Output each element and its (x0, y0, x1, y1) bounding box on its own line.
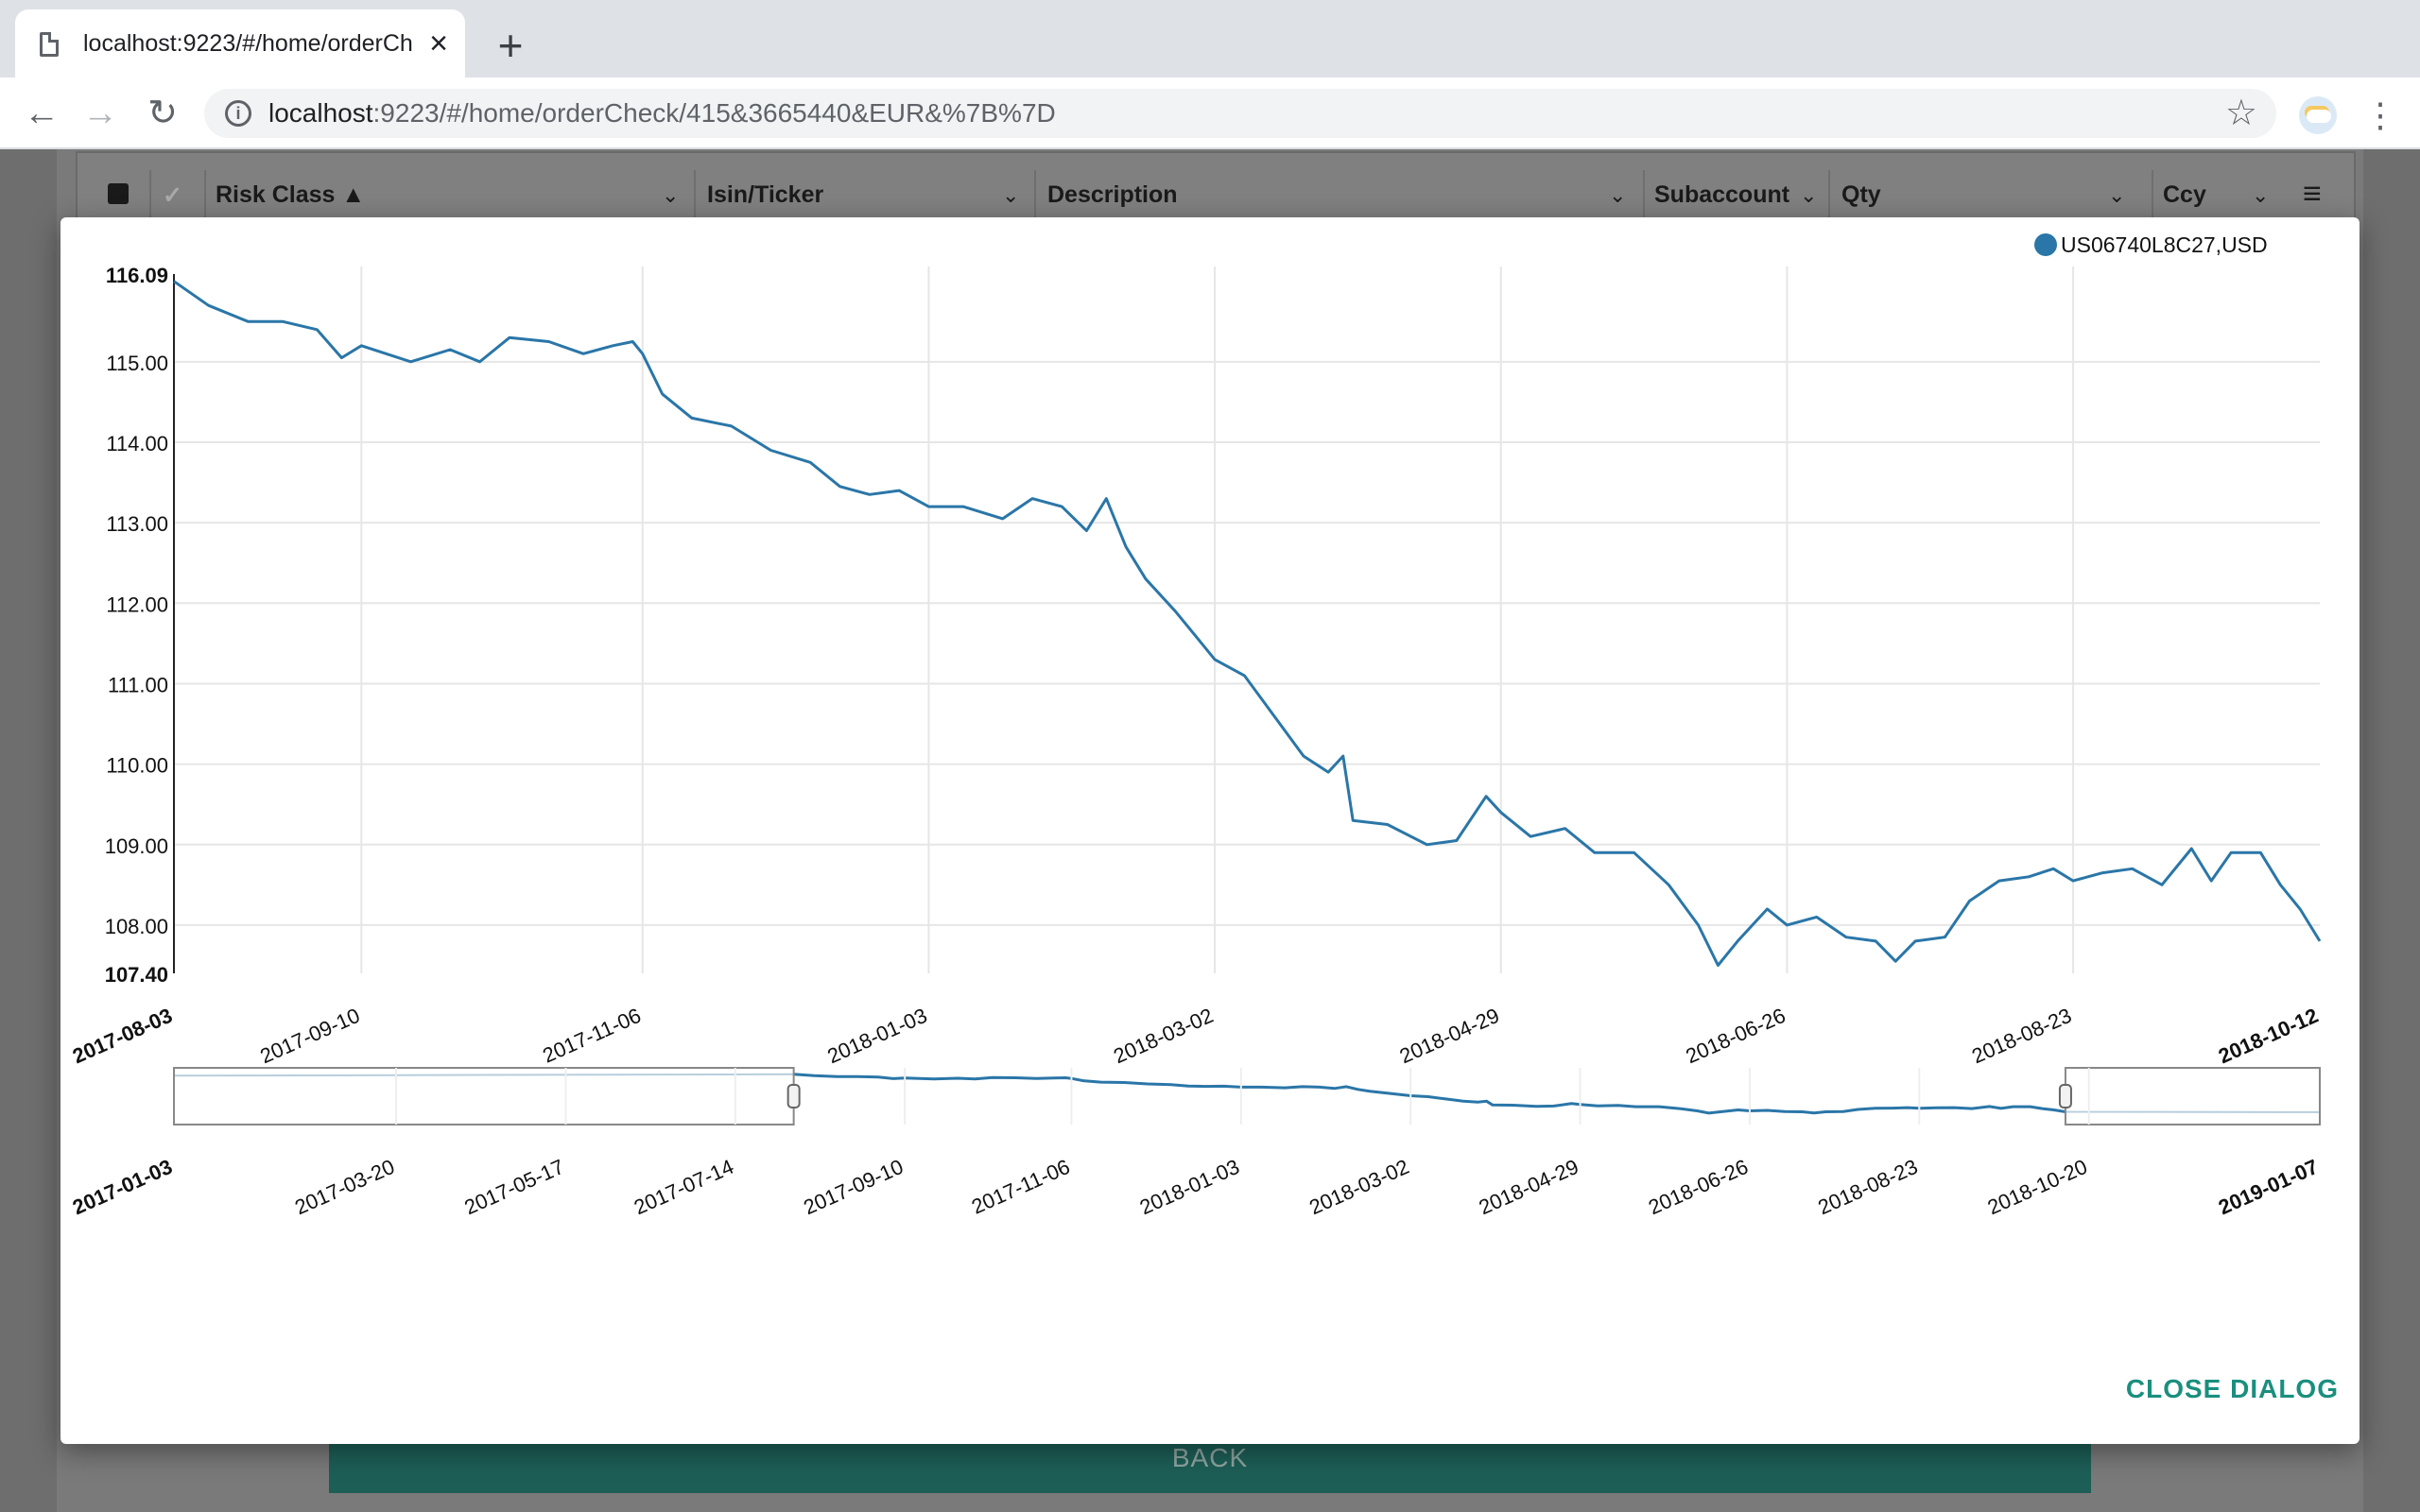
legend-swatch (2034, 233, 2057, 256)
chart-grid (174, 266, 2320, 973)
profile-icon[interactable] (2299, 96, 2337, 134)
navigator-tick-label: 2017-01-03 (69, 1155, 176, 1220)
navigator-tick-label: 2018-01-03 (1136, 1155, 1243, 1220)
tab-title: localhost:9223/#/home/orderCheck/415&366… (83, 30, 412, 57)
x-tick-label: 2017-08-03 (69, 1004, 176, 1069)
navigator-tick-label: 2017-05-17 (460, 1155, 567, 1220)
y-tick-label: 114.00 (106, 432, 168, 455)
navigator-tick-label: 2017-09-10 (800, 1155, 907, 1220)
price-chart: 116.09 115.00 114.00 113.00 112.00 111.00 110.… (69, 232, 2322, 1220)
navigator-selected-line (793, 1073, 2066, 1115)
column-isin-ticker[interactable]: Isin/Ticker (707, 181, 824, 208)
navigator-mask-right (2064, 1067, 2321, 1125)
chevron-down-icon[interactable]: ⌄ (1800, 183, 1818, 207)
navigator-tick-label: 2018-03-02 (1305, 1155, 1412, 1220)
navigator-tick-label: 2017-11-06 (968, 1155, 1073, 1219)
navigator-tick-label: 2019-01-07 (2215, 1155, 2322, 1220)
navigator-tick-label: 2017-07-14 (631, 1155, 737, 1220)
y-tick-label: 111.00 (108, 673, 168, 696)
address-bar[interactable]: i localhost:9223/#/home/orderCheck/415&3… (204, 89, 2276, 138)
grid-menu-icon[interactable]: ≡ (2303, 176, 2322, 212)
menu-dots-icon[interactable]: ⋮ (2363, 95, 2397, 134)
browser-tab[interactable]: localhost:9223/#/home/orderCheck/415&366… (15, 9, 465, 77)
x-tick-label: 2018-01-03 (823, 1004, 930, 1069)
column-subaccount[interactable]: Subaccount (1654, 181, 1790, 208)
navigator-tick-label: 2018-04-29 (1476, 1155, 1582, 1220)
close-icon[interactable]: × (429, 26, 448, 61)
info-icon[interactable]: i (225, 100, 251, 127)
price-line (173, 280, 2322, 967)
chevron-down-icon[interactable]: ⌄ (662, 183, 680, 207)
chart-dialog: 116.09 115.00 114.00 113.00 112.00 111.00 110.… (60, 217, 2360, 1444)
y-tick-label: 112.00 (106, 593, 168, 616)
chevron-down-icon[interactable]: ⌄ (1002, 183, 1020, 207)
sort-asc-icon: ▲ (341, 181, 366, 208)
reload-icon[interactable]: ↻ (147, 94, 178, 133)
x-tick-label: 2017-11-06 (539, 1004, 644, 1068)
navigator-tick-label: 2018-06-26 (1645, 1155, 1752, 1220)
grid-header: ✓ Risk Class ▲ ⌄ Isin/Ticker ⌄ Descripti… (78, 170, 2346, 217)
navigator-tick-label: 2018-08-23 (1814, 1155, 1921, 1220)
close-dialog-button[interactable]: CLOSE DIALOG (2125, 1374, 2339, 1403)
chart-legend: US06740L8C27,USD (2034, 232, 2268, 257)
chevron-down-icon[interactable]: ⌄ (1609, 183, 1627, 207)
chart-axes: 116.09 115.00 114.00 113.00 112.00 111.00 110.… (69, 264, 2322, 1068)
y-tick-label: 109.00 (105, 834, 168, 858)
column-qty[interactable]: Qty (1841, 181, 1881, 208)
plus-icon[interactable]: + (497, 21, 524, 70)
column-description[interactable]: Description (1047, 181, 1178, 208)
y-tick-label: 107.40 (105, 963, 168, 987)
range-navigator: 2017-01-03 2017-03-20 2017-05-17 2017-07-14… (69, 1067, 2322, 1220)
y-tick-label: 113.00 (106, 512, 168, 536)
back-arrow-icon[interactable]: ← (24, 94, 60, 133)
x-tick-label: 2018-04-29 (1396, 1004, 1503, 1069)
y-tick-label: 116.09 (106, 264, 168, 287)
navigator-tick-label: 2018-10-20 (1984, 1155, 2091, 1220)
star-icon[interactable]: ☆ (2224, 94, 2257, 133)
x-tick-label: 2018-03-02 (1110, 1004, 1217, 1069)
url-text: localhost:9223/#/home/orderCheck/415&366… (268, 98, 1056, 128)
x-tick-label: 2018-06-26 (1682, 1004, 1789, 1069)
y-tick-label: 115.00 (106, 352, 168, 375)
column-risk-class[interactable]: Risk Class ▲ (216, 181, 366, 208)
x-tick-label: 2018-10-12 (2215, 1004, 2322, 1069)
navigator-handle (2058, 1084, 2072, 1108)
check-icon: ✓ (163, 182, 182, 209)
y-tick-label: 108.00 (105, 915, 168, 938)
navigator-handle (786, 1084, 801, 1108)
legend-label: US06740L8C27,USD (2061, 232, 2268, 257)
chevron-down-icon[interactable]: ⌄ (2108, 183, 2126, 207)
x-tick-label: 2017-09-10 (256, 1004, 363, 1069)
select-all-checkbox[interactable] (108, 183, 129, 204)
x-tick-label: 2018-08-23 (1968, 1004, 2075, 1069)
column-ccy[interactable]: Ccy (2163, 181, 2206, 208)
page-icon (40, 32, 59, 57)
grid-card (76, 151, 2356, 227)
chevron-down-icon[interactable]: ⌄ (2252, 183, 2270, 207)
forward-arrow-icon[interactable]: → (82, 94, 118, 133)
y-tick-label: 110.00 (106, 754, 168, 778)
navigator-tick-label: 2017-03-20 (291, 1155, 398, 1220)
main-series (173, 280, 2322, 967)
